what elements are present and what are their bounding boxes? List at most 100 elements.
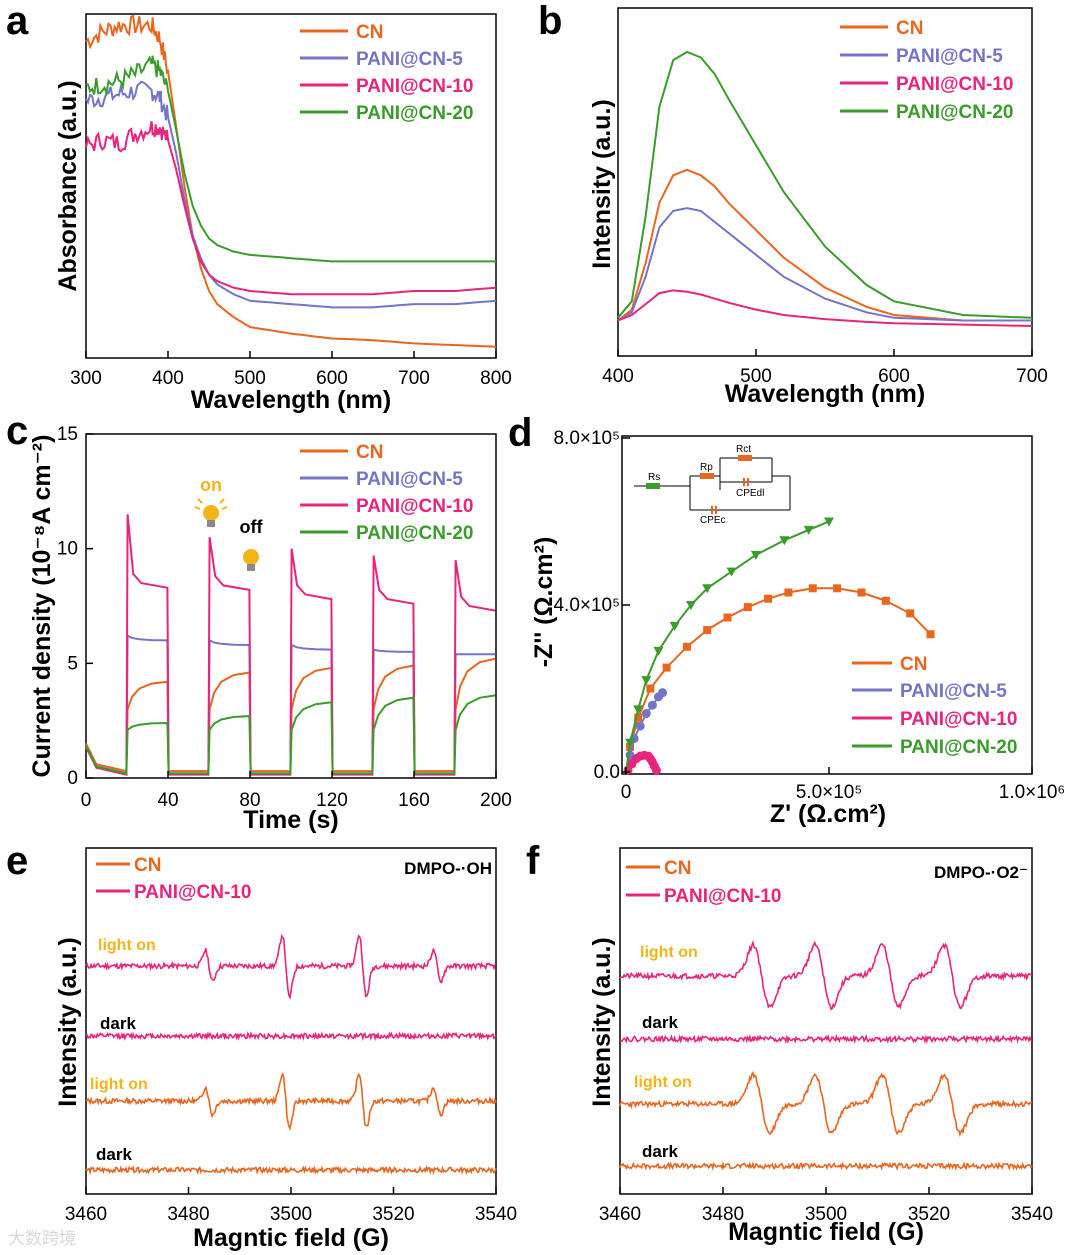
y-axis-d-tick-label: 0.0 xyxy=(594,762,620,783)
series-line-b-pani-cn-5 xyxy=(617,207,1032,322)
legend-b: CN PANI@CN-5 PANI@CN-10 PANI@CN-20 xyxy=(840,18,1013,123)
series-line-a-pani-cn-5 xyxy=(85,80,497,309)
circuit-label-cpec: CPEc xyxy=(700,515,726,526)
x-axis-b-tick-label: 400 xyxy=(602,366,634,387)
series-line-b-pani-cn-20 xyxy=(617,50,1033,319)
panel-a: a 300 400 500 600 700 800 Wavelength (nm) Abs… xyxy=(6,0,512,414)
data-marker-d-cn xyxy=(833,584,842,593)
legend-label-c-pani5: PANI@CN-5 xyxy=(356,469,463,490)
legend-label-f-cn: CN xyxy=(664,858,691,879)
x-axis-a-tick-label: 800 xyxy=(480,368,512,389)
circuit-rs-resistor xyxy=(646,483,660,489)
x-axis-c-tick-label: 40 xyxy=(157,790,178,811)
legend-a: CN PANI@CN-5 PANI@CN-10 PANI@CN-20 xyxy=(300,22,473,124)
bulb-off-icon xyxy=(243,549,259,571)
legend-c: CN PANI@CN-5 PANI@CN-10 PANI@CN-20 xyxy=(300,442,473,544)
circuit-rp-resistor xyxy=(700,473,714,479)
equivalent-circuit-diagram: Rs Rp Rct CPEdl CPEc xyxy=(634,444,791,526)
label-e-light-on-cn: light on xyxy=(90,1076,148,1093)
x-ticks-e: 3460 3480 3500 3520 3540 xyxy=(65,1187,517,1225)
epr-trace-e-pani-cn-10-dark xyxy=(85,1031,497,1042)
x-axis-e-tick-label: 3480 xyxy=(167,1204,209,1225)
panel-b: b 400 500 600 700 Wavelength (nm) Intensity… xyxy=(538,0,1048,408)
x-axis-b-tick-label: 600 xyxy=(878,366,910,387)
legend-label-c-pani20: PANI@CN-20 xyxy=(356,523,473,544)
data-marker-d-cn xyxy=(906,609,915,618)
y-axis-c-tick-label: 0 xyxy=(67,768,78,789)
x-ticks-a: 300 400 500 600 700 800 xyxy=(70,351,512,389)
x-axis-d-tick-label: 5.0×10⁵ xyxy=(796,782,863,803)
series-line-c-pani-cn-10 xyxy=(85,514,496,776)
epr-trace-f-cn-dark xyxy=(619,1160,1033,1172)
data-marker-d-pani-cn-5 xyxy=(635,721,645,731)
panel-letter-b: b xyxy=(538,0,562,43)
legend-label-c-cn: CN xyxy=(356,442,383,463)
series-line-a-pani-cn-10 xyxy=(85,121,497,296)
x-axis-c-tick-label: 0 xyxy=(81,790,92,811)
on-label: on xyxy=(200,475,222,495)
circuit-label-rs: Rs xyxy=(648,472,660,483)
x-axis-c-tick-label: 160 xyxy=(398,790,430,811)
x-axis-b-tick-label: 500 xyxy=(740,366,772,387)
y-axis-d-tick-label: 4.0×10⁵ xyxy=(553,595,620,616)
series-line-c-cn xyxy=(85,657,496,773)
label-e-dark-pani: dark xyxy=(100,1014,136,1033)
label-f-light-on-cn: light on xyxy=(634,1074,692,1091)
data-marker-d-pani-cn-20 xyxy=(625,738,636,748)
data-marker-d-cn xyxy=(764,594,773,603)
legend-label-d-cn: CN xyxy=(900,654,927,675)
legend-label-c-pani10: PANI@CN-10 xyxy=(356,496,473,517)
x-ticks-f: 3460 3480 3500 3520 3540 xyxy=(599,1187,1053,1225)
x-axis-d-tick-label: 0 xyxy=(621,782,632,803)
data-marker-d-cn xyxy=(784,588,793,597)
panel-letter-e: e xyxy=(6,839,28,883)
data-marker-d-pani-cn-20 xyxy=(653,646,664,656)
panel-d: d 0 5.0×10⁵ 1.0×10⁶ 0.0 4.0×10⁵ 8.0×10⁵ Z' (Ω… xyxy=(508,411,1065,828)
x-ticks-b: 400 500 600 700 xyxy=(602,349,1048,387)
watermark-logo: 大数跨境 xyxy=(8,1229,76,1248)
x-axis-c-tick-label: 80 xyxy=(239,790,260,811)
epr-trace-f-cn-light-on xyxy=(619,1070,1033,1138)
label-f-dark-pani: dark xyxy=(642,1013,678,1032)
epr-trace-e-pani-cn-10-light-on xyxy=(85,933,497,1000)
y-axis-title-f: Intensity (a.u.) xyxy=(588,937,616,1106)
data-marker-d-cn xyxy=(646,684,655,693)
legend-label-a-pani20: PANI@CN-20 xyxy=(356,103,473,124)
series-line-b-pani-cn-10 xyxy=(617,289,1033,327)
x-axis-title-b: Wavelength (nm) xyxy=(725,380,925,408)
plot-area-c xyxy=(85,514,496,776)
y-axis-title-c: Current density (10⁻⁸A cm⁻²) xyxy=(28,435,56,778)
data-marker-d-cn xyxy=(682,642,691,651)
y-axis-title-a: Absorbance (a.u.) xyxy=(54,80,82,291)
data-marker-d-pani-cn-5 xyxy=(658,688,668,698)
data-marker-d-pani-cn-20 xyxy=(726,567,737,577)
circuit-label-cpedl: CPEdl xyxy=(736,488,764,499)
plot-area-f xyxy=(619,939,1033,1172)
legend-label-b-pani5: PANI@CN-5 xyxy=(896,46,1003,67)
x-axis-title-c: Time (s) xyxy=(243,806,338,834)
x-axis-title-f: Magntic field (G) xyxy=(728,1218,924,1246)
x-axis-d-tick-label: 1.0×10⁶ xyxy=(999,782,1065,803)
data-marker-d-pani-cn-5 xyxy=(641,709,651,719)
legend-label-d-pani5: PANI@CN-5 xyxy=(900,681,1007,702)
data-marker-d-pani-cn-5 xyxy=(647,700,657,710)
legend-label-a-pani5: PANI@CN-5 xyxy=(356,49,463,70)
data-marker-d-pani-cn-20 xyxy=(803,525,814,535)
x-axis-f-tick-label: 3520 xyxy=(908,1204,950,1225)
plot-area-d xyxy=(623,517,935,775)
legend-label-b-pani20: PANI@CN-20 xyxy=(896,102,1013,123)
data-marker-d-cn xyxy=(857,588,866,597)
y-axis-c-tick-label: 10 xyxy=(57,539,78,560)
y-axis-c-tick-label: 15 xyxy=(57,424,78,445)
x-axis-a-tick-label: 400 xyxy=(152,368,184,389)
epr-trace-e-cn-dark xyxy=(85,1164,497,1176)
x-axis-a-tick-label: 300 xyxy=(70,368,102,389)
panel-letter-d: d xyxy=(508,411,532,455)
data-marker-d-pani-cn-20 xyxy=(685,601,696,610)
legend-e: CN PANI@CN-10 xyxy=(96,855,251,903)
x-axis-f-tick-label: 3460 xyxy=(599,1204,641,1225)
data-marker-d-pani-cn-20 xyxy=(641,676,652,686)
circuit-label-rct: Rct xyxy=(736,444,751,455)
panel-letter-f: f xyxy=(526,839,540,883)
epr-trace-f-pani-cn-10-dark xyxy=(619,1033,1032,1045)
